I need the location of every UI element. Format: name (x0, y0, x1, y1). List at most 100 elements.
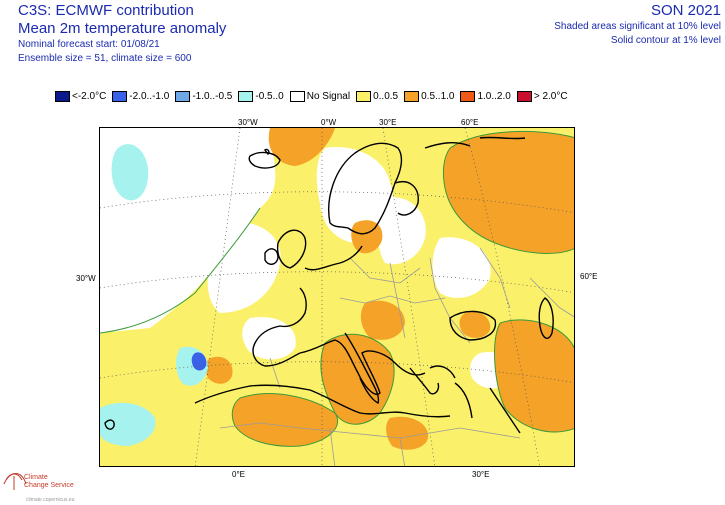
legend-swatch (356, 90, 372, 102)
strong-cold-anomaly-azores (191, 352, 207, 371)
warm-anomaly-middle-east (494, 319, 574, 432)
legend-label: 0..0.5 (373, 90, 399, 102)
legend-swatch (404, 90, 420, 102)
legend-item: -1.0..-0.5 (175, 90, 233, 102)
significance-contour (231, 393, 338, 447)
border-line (339, 295, 446, 304)
legend-item: 0.5..1.0 (404, 90, 455, 102)
legend-swatch (516, 90, 532, 102)
forecast-start: Nominal forecast start: 01/08/21 (18, 39, 160, 50)
graticule-line (194, 128, 241, 466)
cold-anomaly-subtropical-atlantic (100, 402, 156, 446)
coastline-greece (409, 365, 456, 395)
graticule-line (100, 191, 574, 214)
graticule-line (100, 271, 574, 294)
significance-contour (494, 319, 574, 433)
grid-label-top-30w: 30°W (238, 118, 258, 127)
legend-swatch (238, 90, 254, 102)
legend-swatch (460, 90, 476, 102)
warm-anomaly-russia (443, 131, 574, 254)
map-title: C3S: ECMWF contribution (18, 2, 194, 19)
grid-label-top-60e: 60°E (461, 118, 479, 127)
legend-label: 1.0..2.0 (477, 90, 511, 102)
warm-anomaly-iberia (205, 356, 233, 384)
coastline-western-europe (252, 245, 363, 367)
graticule-line (382, 128, 436, 466)
coastline-north-africa (194, 384, 451, 418)
legend-label: -2.0..-1.0 (129, 90, 170, 102)
border-line (389, 262, 406, 339)
grid-label-bottom-30e: 30°E (472, 470, 490, 479)
border-line (349, 257, 421, 284)
no-signal-iberia-west (242, 317, 296, 360)
no-signal-eastern-europe (432, 237, 491, 298)
legend-label: -1.0..-0.5 (192, 90, 233, 102)
grid-label-top-30e: 30°E (379, 118, 397, 127)
grid-label-bottom-0e: 0°E (232, 470, 245, 479)
coastline-middle-east (454, 382, 521, 434)
graticule-line (100, 361, 574, 384)
header-left: C3S: ECMWF contribution Mean 2m temperat… (18, 2, 226, 66)
warm-anomaly-libya (386, 416, 429, 450)
legend-swatch (289, 90, 305, 102)
border-line (479, 247, 574, 318)
coastline-island (263, 148, 270, 156)
coastline-caspian (538, 297, 554, 340)
grid-label-top-0w: 0°W (321, 118, 337, 127)
legend-label: No Signal (306, 90, 351, 102)
legend-item: -0.5..0 (238, 90, 284, 102)
graticule (100, 128, 574, 466)
coastline-great-britain (276, 229, 307, 269)
legend-item: 1.0..2.0 (460, 90, 511, 102)
coastline-ireland (264, 248, 279, 265)
map-canvas (100, 128, 574, 466)
significance-contour (442, 130, 574, 254)
legend-item: No Signal (289, 90, 351, 102)
coastlines (104, 136, 554, 434)
no-signal-scandinavia (316, 147, 394, 244)
logo-line1: Climate (24, 474, 48, 481)
logo-mark (3, 473, 27, 490)
legend-label: -0.5..0 (255, 90, 284, 102)
grid-label-left-30w: 30°W (76, 274, 96, 283)
coastline-canary-islands (104, 419, 115, 430)
coastline-italy (344, 332, 380, 405)
coastline-arctic (424, 136, 526, 149)
significance-contour: Solid contour at 1% level (610, 35, 721, 46)
warm-anomaly-norwegian-sea (268, 128, 335, 166)
legend-item: > 2.0°C (516, 90, 568, 102)
map-subtitle: Mean 2m temperature anomaly (18, 20, 227, 37)
legend-item: 0..0.5 (356, 90, 399, 102)
legend-swatch (55, 90, 70, 102)
coastline-black-sea (449, 310, 497, 341)
header-right: SON 2021 Shaded areas significant at 10%… (554, 2, 721, 48)
legend-label: 0.5..1.0 (421, 90, 455, 102)
no-signal-baltic (377, 197, 426, 265)
border-line (219, 422, 521, 439)
logo-text: Climate Change Service (24, 474, 74, 490)
cold-anomaly-greenland (111, 144, 149, 201)
warm-anomaly-north-africa (232, 393, 338, 447)
coastline-mediterranean (299, 339, 426, 395)
warm-anomaly-alps (360, 300, 405, 340)
ensemble-size: Ensemble size = 51, climate size = 600 (18, 53, 192, 64)
significance-contour (100, 207, 261, 334)
color-legend: <-2.0°C -2.0..-1.0 -1.0..-0.5 -0.5..0 No… (55, 88, 574, 104)
legend-label: <-2.0°C (72, 90, 107, 102)
border-line (269, 357, 406, 466)
logo-arc (3, 473, 27, 485)
no-signal-atlantic (207, 222, 281, 313)
season-label: SON 2021 (650, 2, 721, 19)
legend-item: -2.0..-1.0 (112, 90, 170, 102)
logo-line2: Change Service (24, 482, 74, 489)
border-line (429, 257, 471, 344)
legend-item: <-2.0°C (55, 90, 107, 102)
country-borders (219, 247, 574, 466)
significance-shaded: Shaded areas significant at 10% level (554, 21, 721, 32)
legend-label: > 2.0°C (533, 90, 568, 102)
coastline-finland (394, 181, 419, 216)
legend-swatch (112, 90, 128, 102)
logo-subtext: climate.copernicus.eu (26, 497, 75, 503)
legend-swatch (175, 90, 191, 102)
warm-anomaly-black-sea (459, 311, 491, 338)
